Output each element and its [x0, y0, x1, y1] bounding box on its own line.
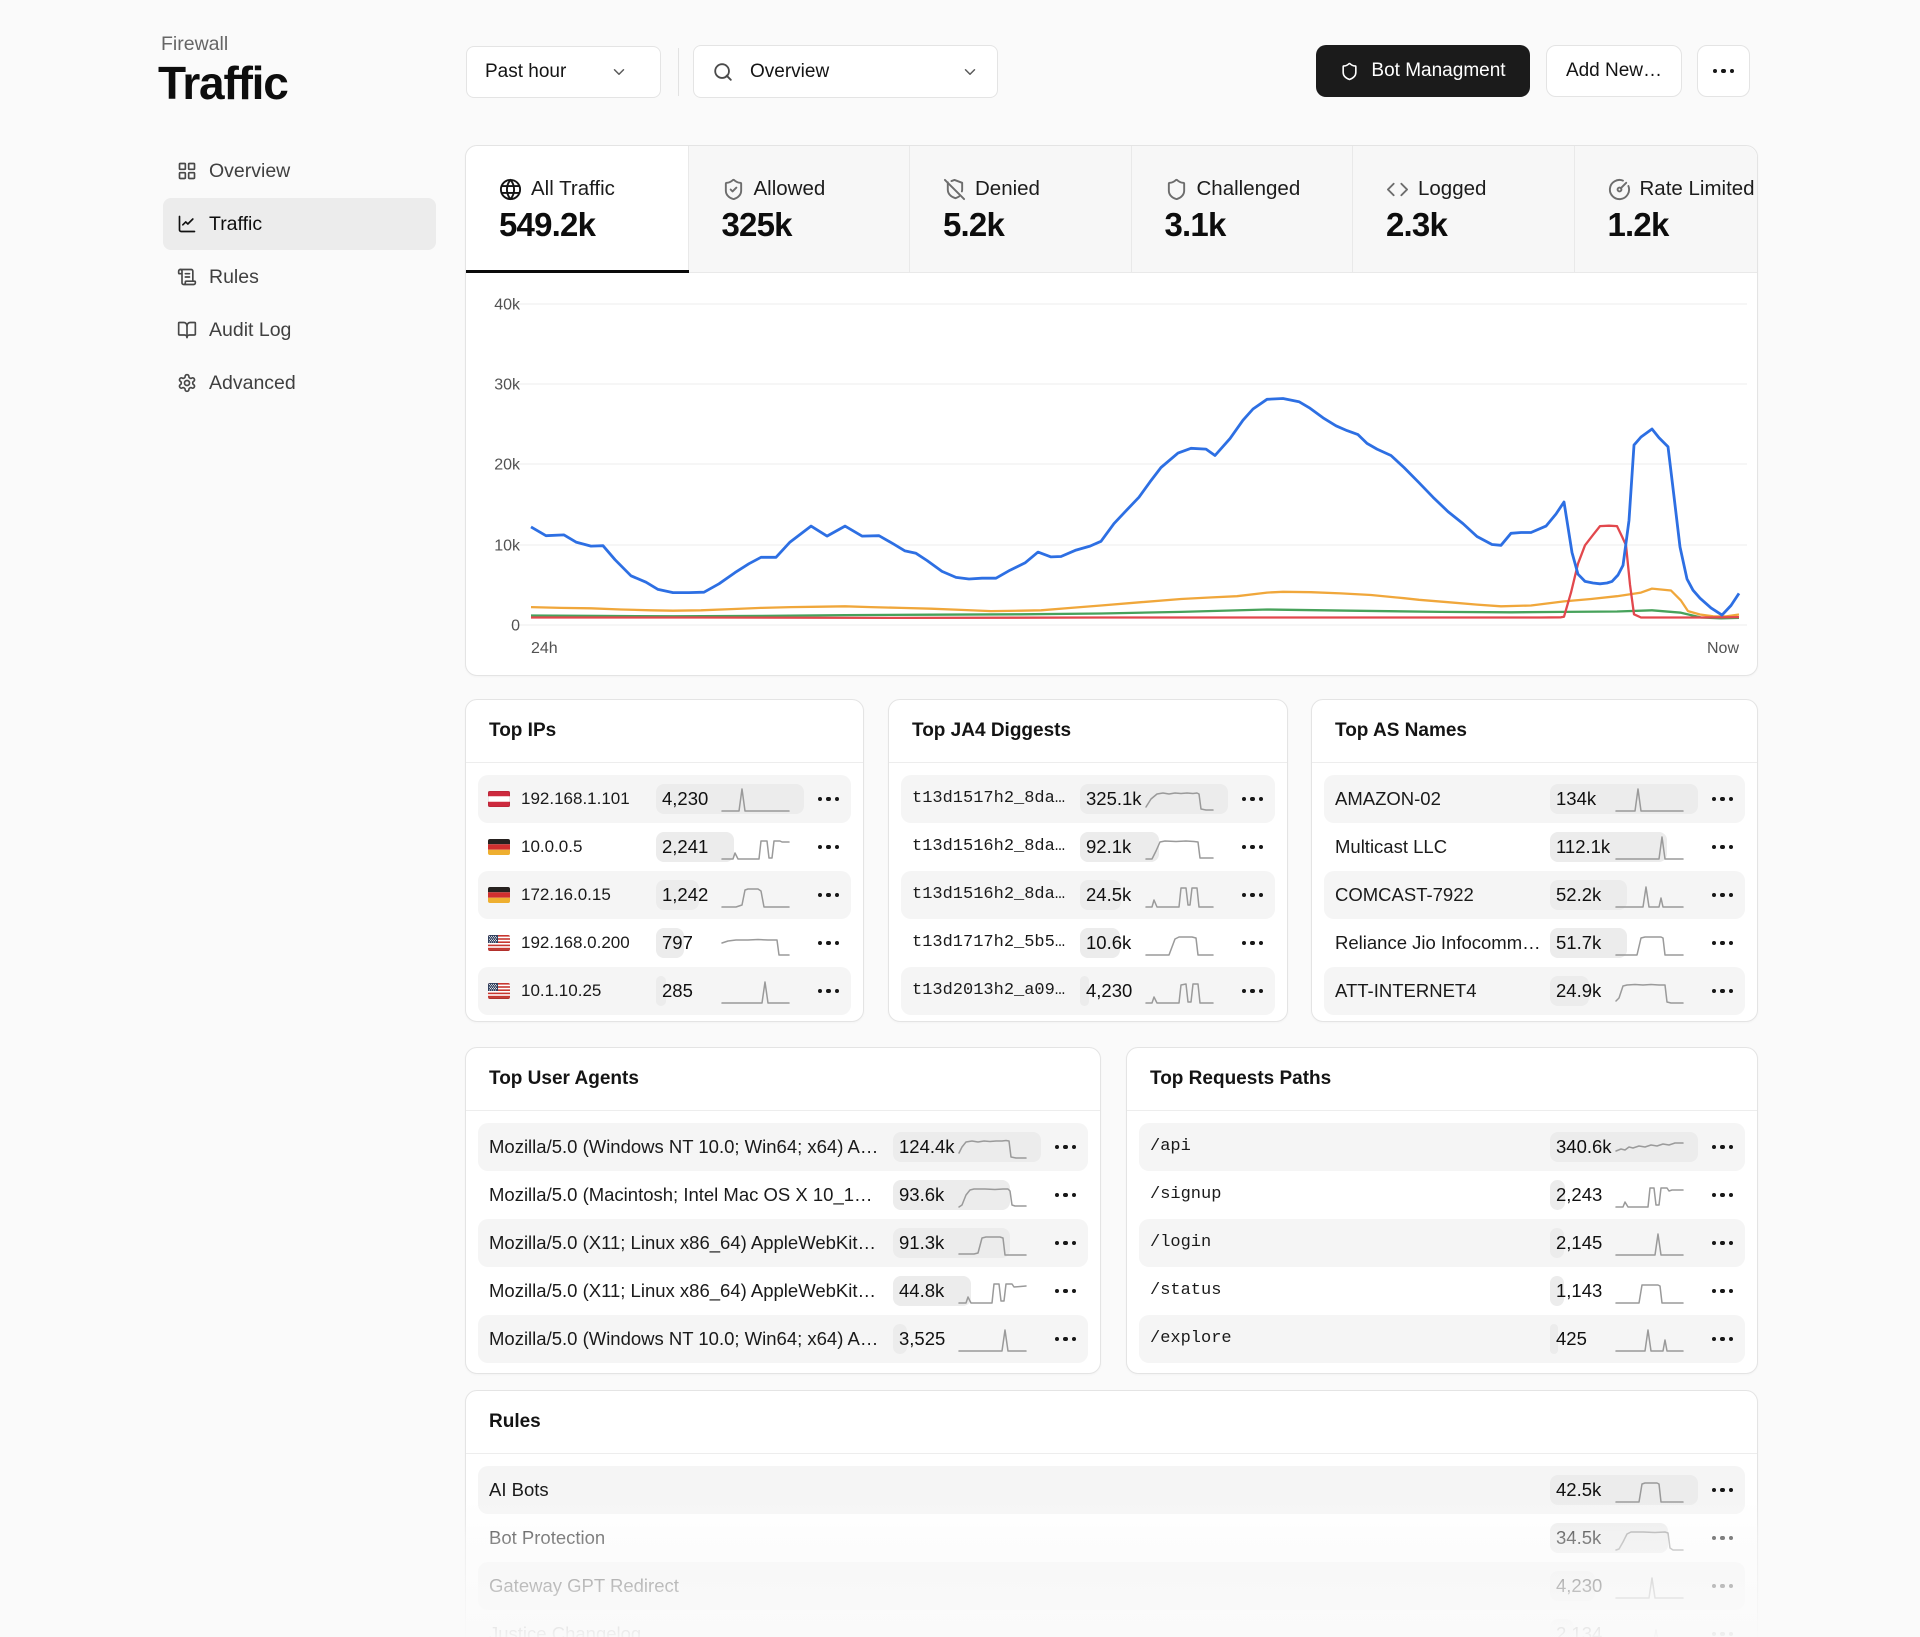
svg-text:0: 0	[511, 618, 520, 635]
svg-text:40k: 40k	[494, 297, 521, 314]
svg-text:Now: Now	[1707, 640, 1739, 657]
svg-text:30k: 30k	[494, 377, 521, 394]
svg-text:20k: 20k	[494, 457, 521, 474]
svg-text:10k: 10k	[494, 538, 521, 555]
svg-text:24h: 24h	[531, 640, 558, 657]
